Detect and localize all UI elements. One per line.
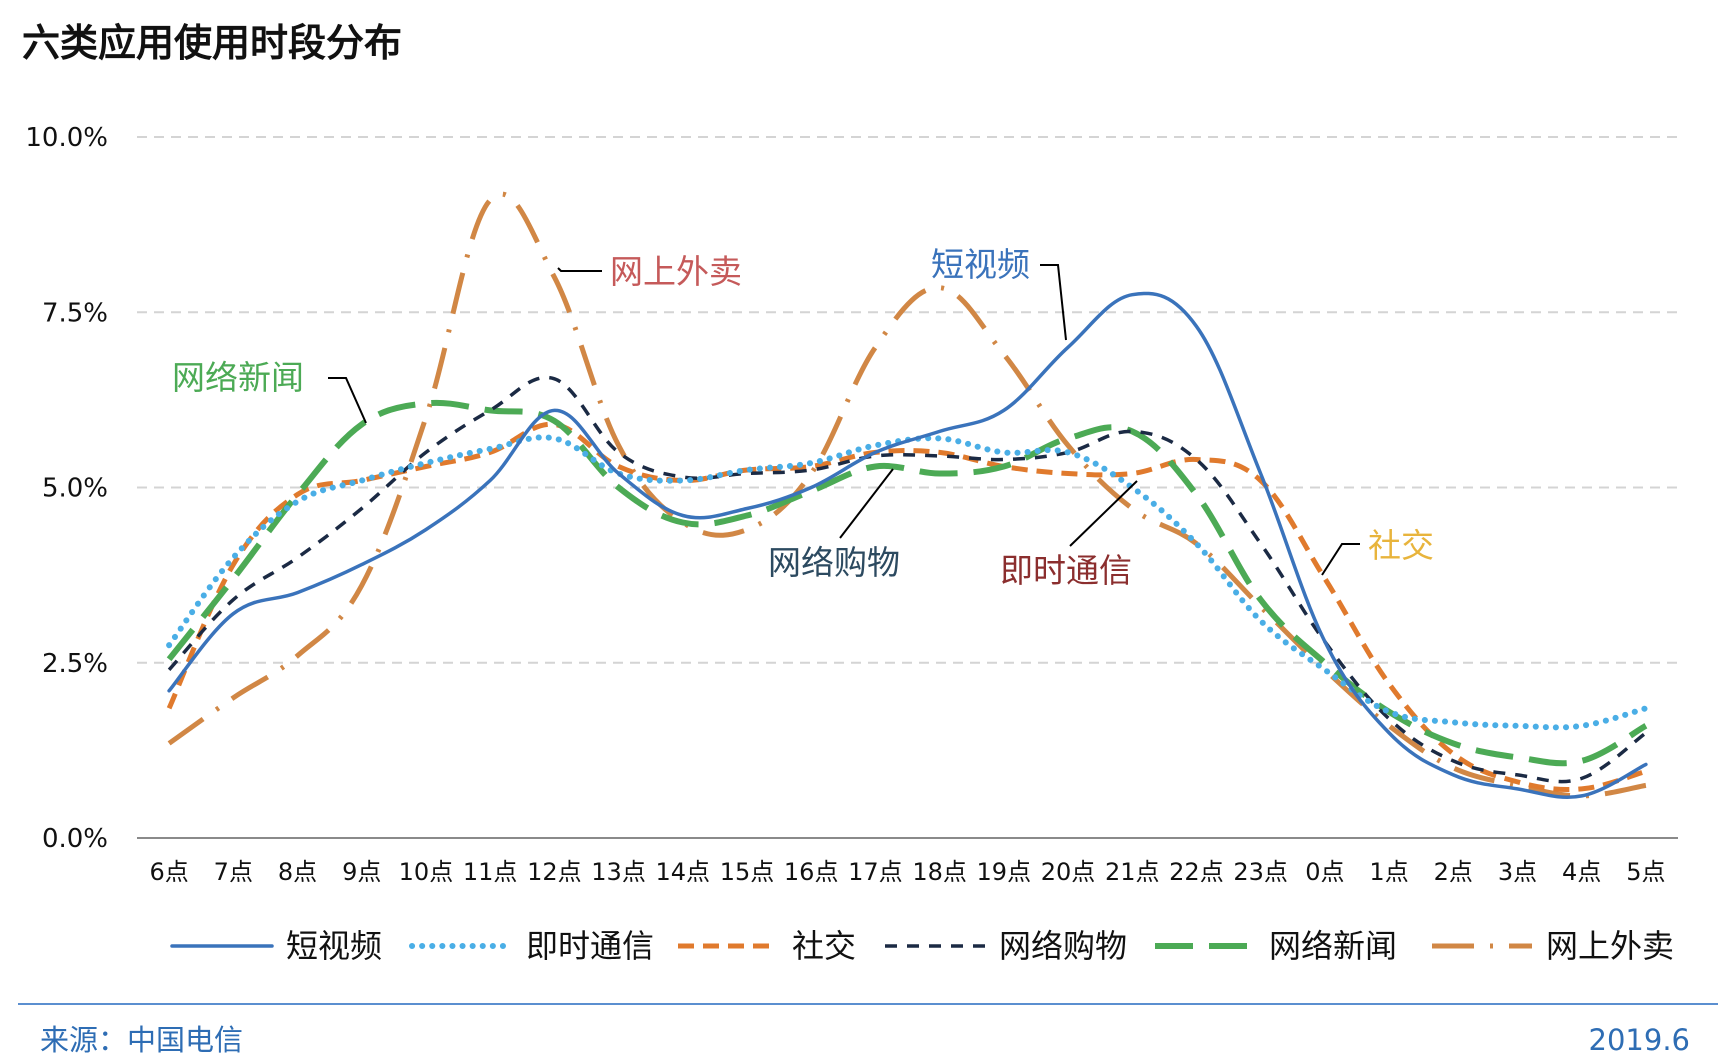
gridlines xyxy=(137,136,1678,839)
callout-label: 网络购物 xyxy=(768,543,900,582)
series-lines xyxy=(166,191,1649,800)
x-tick-label: 2点 xyxy=(1434,858,1473,886)
callout-leader-line xyxy=(1321,543,1360,576)
x-tick-label: 11点 xyxy=(463,858,518,886)
series-line xyxy=(166,421,1647,793)
y-tick-label: 7.5% xyxy=(42,298,108,328)
x-tick-label: 16点 xyxy=(784,858,839,886)
x-tick-label: 1点 xyxy=(1369,858,1408,886)
legend-label: 网上外卖 xyxy=(1546,927,1674,965)
callout-label: 社交 xyxy=(1368,526,1434,565)
x-tick-label: 14点 xyxy=(655,858,710,886)
footer-source: 来源：中国电信 xyxy=(40,1023,243,1057)
callout-label: 短视频 xyxy=(931,245,1030,284)
legend-label: 网络购物 xyxy=(999,927,1127,965)
legend-label: 社交 xyxy=(792,927,856,965)
callout-leader-line xyxy=(1040,264,1067,341)
callout-label: 网上外卖 xyxy=(610,252,742,291)
x-tick-label: 0点 xyxy=(1305,858,1344,886)
x-tick-label: 6点 xyxy=(149,858,188,886)
x-tick-label: 23点 xyxy=(1233,858,1288,886)
chart-title: 六类应用使用时段分布 xyxy=(22,20,402,65)
series-line xyxy=(167,375,1647,784)
x-tick-label: 21点 xyxy=(1105,858,1160,886)
callout-label: 即时通信 xyxy=(1000,551,1132,590)
x-tick-label: 4点 xyxy=(1562,858,1601,886)
x-tick-label: 5点 xyxy=(1626,858,1665,886)
x-tick-label: 19点 xyxy=(977,858,1032,886)
x-tick-label: 3点 xyxy=(1498,858,1537,886)
series-line xyxy=(167,291,1648,800)
series-line xyxy=(166,399,1648,767)
callout-leader-line xyxy=(328,377,367,424)
x-tick-label: 20点 xyxy=(1041,858,1096,886)
series-line xyxy=(167,191,1647,799)
x-tick-label: 15点 xyxy=(720,858,775,886)
x-tick-label: 22点 xyxy=(1169,858,1224,886)
x-tick-label: 8点 xyxy=(278,858,317,886)
x-axis-ticks: 6点 7点 8点 9点 10点 11点 12点 13点 14点 15点 16点 17点 18点 19点 20… xyxy=(149,858,1665,886)
y-tick-label: 0.0% xyxy=(42,824,108,854)
callout-leader-line xyxy=(557,267,602,272)
x-tick-label: 7点 xyxy=(214,858,253,886)
y-tick-label: 10.0% xyxy=(25,123,108,153)
legend-label: 短视频 xyxy=(286,927,382,965)
x-tick-label: 17点 xyxy=(848,858,903,886)
legend-label: 即时通信 xyxy=(526,927,654,965)
footer-date: 2019.6 xyxy=(1589,1023,1690,1057)
callout-leader-line xyxy=(839,468,894,539)
legend-label: 网络新闻 xyxy=(1269,927,1397,965)
x-tick-label: 9点 xyxy=(342,858,381,886)
x-tick-label: 13点 xyxy=(591,858,646,886)
callout-label: 网络新闻 xyxy=(172,358,304,397)
y-axis-ticks: 0.0% 2.5% 5.0% 7.5% 10.0% xyxy=(25,123,108,854)
y-tick-label: 5.0% xyxy=(42,474,108,504)
legend: 短视频 即时通信 社交 网络购物 网络新闻 网上外卖 xyxy=(170,927,1674,965)
x-tick-label: 10点 xyxy=(399,858,454,886)
x-tick-label: 12点 xyxy=(527,858,582,886)
y-tick-label: 2.5% xyxy=(42,649,108,679)
callout-leader-line xyxy=(1069,480,1138,547)
x-tick-label: 18点 xyxy=(912,858,967,886)
